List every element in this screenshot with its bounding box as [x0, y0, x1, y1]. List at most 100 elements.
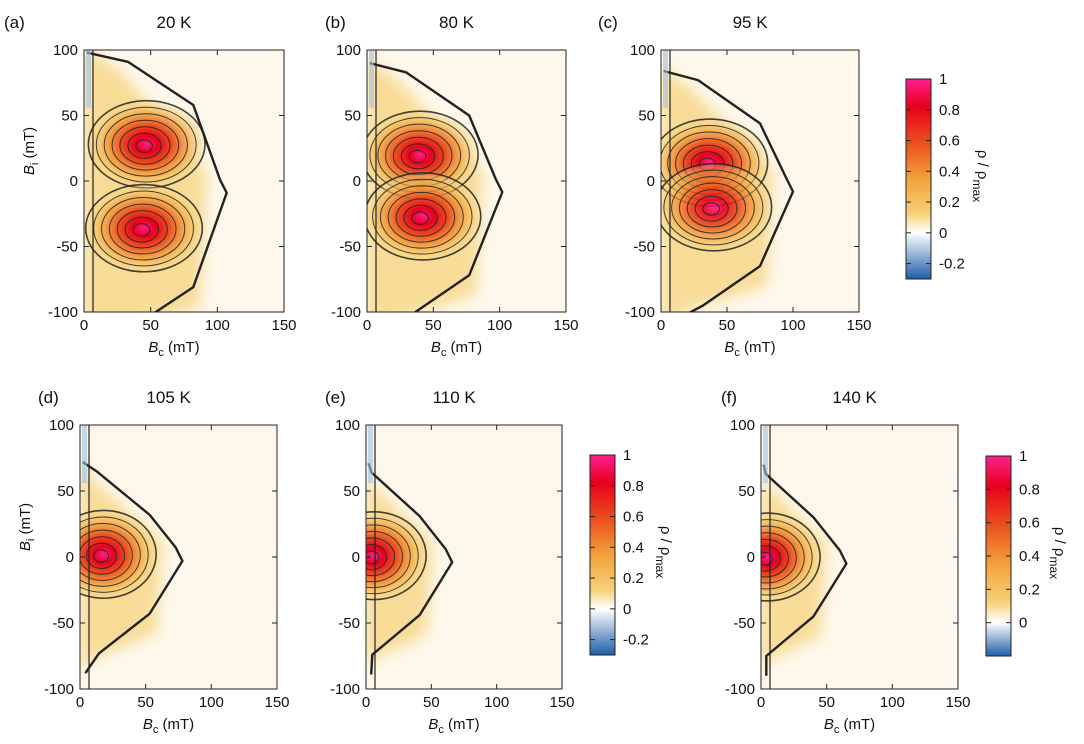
y-tick-label: -50 — [339, 239, 361, 256]
panel-title: 140 K — [832, 388, 877, 407]
y-tick-label: 50 — [61, 108, 78, 125]
contour-line — [132, 223, 151, 237]
colorbar-tick-label: 0 — [1019, 615, 1027, 632]
density-peak — [661, 161, 775, 254]
y-axis-label: Bi (mT) — [17, 503, 37, 551]
x-tick-label: 100 — [880, 694, 905, 711]
y-tick-label: 100 — [53, 42, 78, 59]
significance-contour — [367, 462, 454, 675]
y-tick-label: -50 — [52, 615, 74, 632]
x-tick-label: 100 — [199, 694, 224, 711]
y-tick-label: -50 — [56, 239, 78, 256]
colorbar-top: 1 0.8 0.6 0.4 0.2 0 -0.2 ρ / ρmax — [905, 71, 991, 280]
contour-line — [135, 139, 153, 153]
colorbar-tick-label: 0.2 — [939, 194, 960, 211]
panel-title: 80 K — [439, 13, 475, 32]
x-axis-label: Bc (mT) — [431, 339, 482, 359]
contour-line — [80, 529, 133, 581]
colorbar-gradient — [905, 78, 932, 280]
panel-letter: (b) — [325, 13, 346, 32]
panel-title: 20 K — [157, 13, 193, 32]
panel-b: 0 50 100 150 -100 -50 0 50 100 (b) 80 K Bc (mT) — [325, 13, 579, 359]
significance-contour — [86, 51, 228, 312]
x-tick-label: 50 — [142, 317, 159, 334]
x-tick-label: 0 — [80, 317, 88, 334]
x-axis-label: Bc (mT) — [143, 716, 194, 736]
x-tick-label: 50 — [423, 694, 440, 711]
x-tick-label: 150 — [846, 317, 871, 334]
colorbar-tick-label: 0.2 — [1019, 581, 1040, 598]
contour-line — [116, 210, 168, 249]
colorbar-tick-label: 0 — [939, 225, 947, 242]
contour-line — [403, 204, 438, 231]
contour-line — [686, 189, 738, 228]
x-tick-label: 150 — [553, 317, 578, 334]
colorbar-middle: 1 0.8 0.6 0.4 0.2 0 -0.2 ρ / ρmax — [589, 447, 674, 656]
contour-line — [80, 523, 141, 587]
colorbar-label: ρ / ρmax — [970, 150, 991, 202]
colorbar-tick-label: 0 — [623, 601, 631, 618]
contour-line — [387, 191, 456, 243]
contour-line — [663, 169, 764, 246]
contour-line — [124, 216, 159, 243]
x-tick-label: 50 — [818, 694, 835, 711]
contour-line — [95, 106, 197, 183]
contour-line — [694, 195, 729, 222]
colorbars-layer: 1 0.8 0.6 0.4 0.2 0 -0.2 ρ / ρmax 1 0.8 0.6 0.4 0.2 0… — [589, 71, 1068, 657]
panel-letter: (f) — [721, 388, 737, 407]
x-tick-label: 100 — [205, 317, 230, 334]
colorbar-gradient — [589, 454, 616, 656]
y-tick-label: -100 — [625, 304, 655, 321]
x-tick-label: 50 — [719, 317, 736, 334]
contour-line — [101, 197, 186, 261]
colorbar-tick-label: 0.6 — [623, 509, 644, 526]
x-tick-label: 150 — [271, 317, 296, 334]
y-tick-label: -100 — [330, 681, 360, 698]
contour-line — [761, 519, 813, 596]
contour-line — [93, 190, 194, 267]
colorbar-tick-label: -0.2 — [939, 256, 965, 273]
x-tick-label: 150 — [945, 694, 970, 711]
x-tick-label: 150 — [549, 694, 574, 711]
significance-contour — [81, 460, 184, 674]
x-axis-label: Bc (mT) — [428, 716, 479, 736]
y-tick-label: 100 — [335, 417, 360, 434]
panel-letter: (c) — [598, 13, 618, 32]
y-tick-label: -100 — [44, 681, 74, 698]
x-tick-label: 150 — [264, 694, 289, 711]
y-tick-label: 0 — [352, 549, 360, 566]
contour-line — [366, 524, 411, 589]
panel-letter: (d) — [38, 388, 59, 407]
contour-line — [761, 525, 805, 590]
panel-title: 110 K — [433, 388, 477, 407]
significance-contour — [663, 69, 795, 312]
x-tick-label: 0 — [757, 694, 765, 711]
y-axis-label: Bi (mT) — [21, 127, 41, 175]
contour-line — [400, 143, 436, 170]
contour-line — [408, 149, 427, 164]
significance-contour — [762, 464, 848, 676]
panel-a: 0 50 100 150 -100 -50 0 50 100 (a) 20 K Bc (mT) Bi (… — [4, 13, 297, 359]
contour-line — [85, 542, 117, 569]
y-tick-label: 0 — [747, 549, 755, 566]
colorbar-tick-label: 0.4 — [1019, 548, 1040, 565]
y-tick-label: -100 — [48, 304, 78, 321]
x-axis-label: Bc (mT) — [824, 716, 875, 736]
panel-e: 0 50 100 150 -100 -50 0 50 100 (e) 110 K Bc (mT) — [325, 388, 575, 736]
contour-line — [119, 126, 171, 165]
contour-line — [761, 545, 781, 572]
significance-contour — [369, 61, 504, 312]
contour-line — [379, 185, 464, 249]
x-tick-label: 0 — [657, 317, 665, 334]
colorbar-tick-label: 1 — [1019, 448, 1027, 465]
contour-line — [80, 509, 157, 600]
contour-line — [84, 183, 204, 273]
contour-line — [127, 132, 162, 159]
contour-line — [80, 516, 149, 593]
colorbar-tick-label: 0.8 — [939, 102, 960, 119]
colorbar-bottom: 1 0.8 0.6 0.4 0.2 0 ρ / ρmax — [985, 448, 1068, 657]
contour-line — [366, 550, 380, 565]
x-tick-label: 100 — [780, 317, 805, 334]
colorbar-tick-label: 0.6 — [939, 133, 960, 150]
y-tick-label: 100 — [336, 42, 361, 59]
